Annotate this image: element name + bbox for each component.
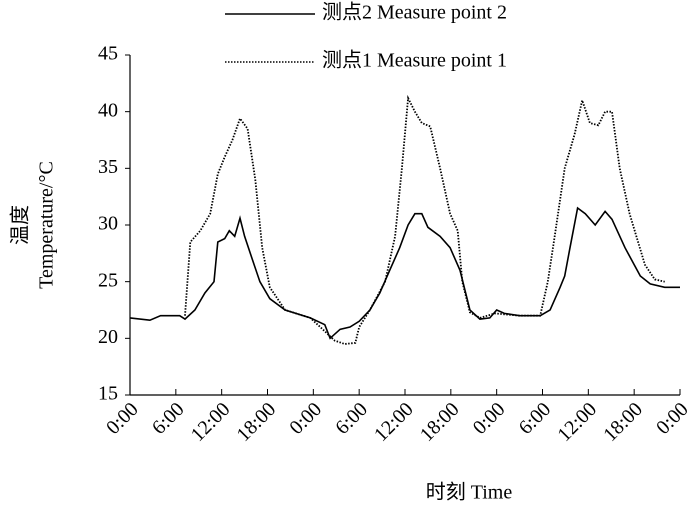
y-tick-label: 35 <box>98 156 118 178</box>
y-axis-label: Temperature/°C <box>36 161 58 289</box>
legend-label: 测点2 Measure point 2 <box>322 1 507 24</box>
x-tick-label: 12:00 <box>553 398 601 446</box>
x-tick-label: 18:00 <box>233 398 281 446</box>
x-tick-label: 0:00 <box>652 398 693 439</box>
series-line <box>129 206 680 340</box>
x-tick-label: 6:00 <box>515 398 556 439</box>
series-line <box>184 94 665 345</box>
x-axis-label: 时刻 Time <box>426 481 513 504</box>
y-tick-label: 45 <box>98 43 118 65</box>
x-tick-label: 6:00 <box>331 398 372 439</box>
legend-label: 测点1 Measure point 1 <box>322 49 507 72</box>
y-tick-label: 15 <box>98 383 118 405</box>
x-tick-label: 12:00 <box>187 398 235 446</box>
y-axis-label: 温度 <box>9 205 32 245</box>
x-tick-label: 18:00 <box>416 398 464 446</box>
y-tick-label: 40 <box>98 99 118 121</box>
x-tick-label: 0:00 <box>469 398 510 439</box>
x-tick-label: 0:00 <box>285 398 326 439</box>
y-tick-label: 30 <box>98 213 118 235</box>
x-tick-label: 18:00 <box>599 398 647 446</box>
y-tick-label: 25 <box>98 269 118 291</box>
x-tick-label: 12:00 <box>370 398 418 446</box>
x-tick-label: 6:00 <box>148 398 189 439</box>
y-tick-label: 20 <box>98 326 118 348</box>
